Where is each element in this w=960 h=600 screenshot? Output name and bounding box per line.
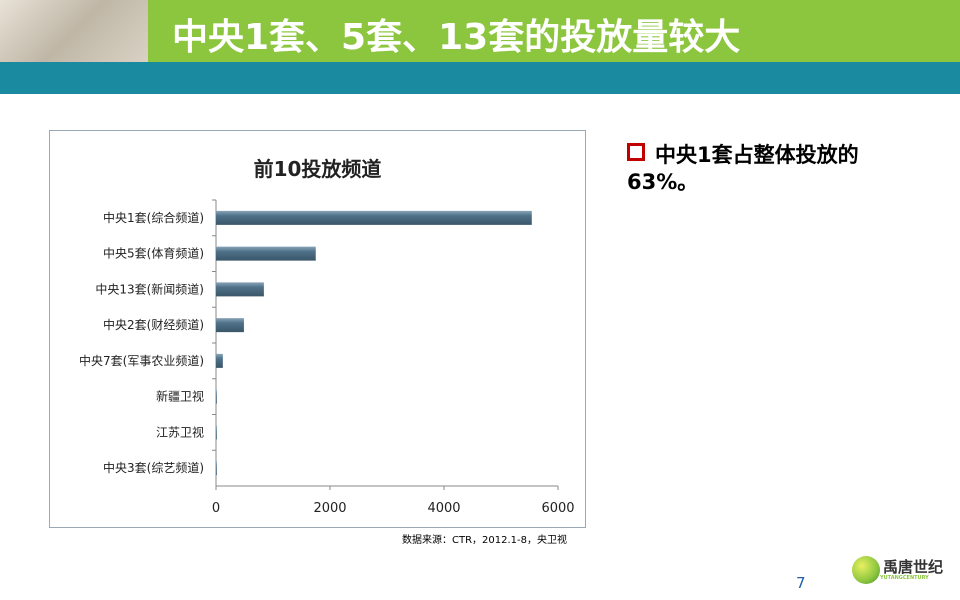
y-tick-label: 中央3套(综艺频道): [103, 460, 204, 475]
y-tick-label: 中央7套(军事农业频道): [79, 353, 204, 368]
logo-name: 禹唐世纪: [883, 558, 944, 576]
bullet-point: 中央1套占整体投放的63%。: [627, 142, 927, 196]
y-tick-label: 中央2套(财经频道): [103, 317, 204, 332]
bar: [216, 246, 316, 261]
bullet-square-icon: [627, 143, 645, 161]
bar: [216, 389, 217, 404]
x-tick-label: 0: [212, 501, 220, 516]
slide-title: 中央1套、5套、13套的投放量较大: [172, 17, 741, 58]
bar: [216, 282, 264, 297]
y-tick-label: 江苏卫视: [156, 424, 204, 439]
data-source: 数据来源：CTR，2012.1-8，央卫视: [402, 535, 567, 546]
header-band: [0, 62, 960, 94]
company-logo: 禹唐世纪 YUTANGCENTURY: [852, 556, 943, 584]
x-tick-label: 2000: [313, 501, 346, 516]
y-tick-label: 中央13套(新闻频道): [95, 281, 204, 296]
bar: [216, 425, 217, 440]
page-number: 7: [796, 574, 806, 592]
chart-title: 前10投放频道: [253, 157, 382, 181]
bar-chart: 中央1套(综合频道) 中央5套(体育频道) 中央13套(新闻频道) 中央2套(财经频道…: [79, 199, 575, 516]
bar: [216, 210, 532, 225]
bullet-text: 中央1套占整体投放的63%。: [627, 143, 859, 194]
chart-panel: 前10投放频道 中央1套(综合频道) 中央5套(体育频道) 中央13套(新闻频道) 中…: [49, 130, 586, 528]
y-tick-label: 新疆卫视: [156, 389, 204, 404]
logo-sub: YUTANGCENTURY: [880, 575, 929, 581]
bar: [216, 318, 244, 333]
x-tick-label: 6000: [541, 501, 574, 516]
bar: [216, 461, 217, 476]
header-photo: [0, 0, 148, 62]
y-tick-label: 中央1套(综合频道): [103, 210, 204, 225]
bar: [216, 353, 223, 368]
y-tick-label: 中央5套(体育频道): [103, 246, 204, 261]
logo-ball-icon: [852, 556, 880, 584]
x-tick-label: 4000: [427, 501, 460, 516]
header-bar: 中央1套、5套、13套的投放量较大: [0, 0, 960, 62]
